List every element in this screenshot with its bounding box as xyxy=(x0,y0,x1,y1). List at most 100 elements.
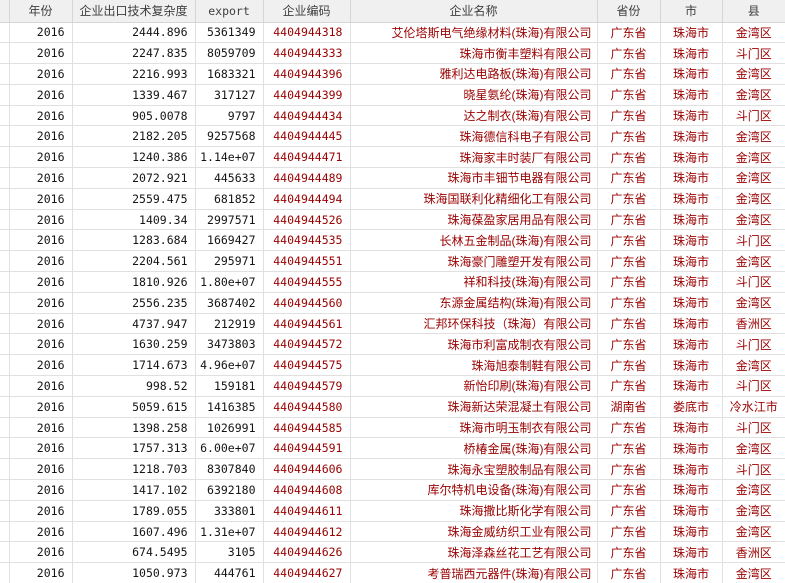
col-header-complexity[interactable]: 企业出口技术复杂度 xyxy=(71,0,196,23)
cell-year[interactable]: 2016 xyxy=(8,84,73,106)
cell-year[interactable]: 2016 xyxy=(8,229,73,252)
cell-year[interactable]: 2016 xyxy=(8,458,73,481)
cell-province[interactable]: 湖南省 xyxy=(596,396,661,418)
cell-name[interactable]: 珠海市明玉制衣有限公司 xyxy=(349,417,598,439)
cell-county[interactable]: 金湾区 xyxy=(721,167,785,189)
cell-year[interactable]: 2016 xyxy=(8,521,73,543)
cell-province[interactable]: 广东省 xyxy=(596,417,661,439)
cell-complexity[interactable]: 998.52 xyxy=(71,375,196,397)
cell-complexity[interactable]: 2444.896 xyxy=(71,22,196,44)
cell-name[interactable]: 东源金属结构(珠海)有限公司 xyxy=(349,292,598,314)
cell-year[interactable]: 2016 xyxy=(8,271,73,293)
cell-export[interactable]: 681852 xyxy=(194,188,264,210)
cell-name[interactable]: 珠海市丰钿节电器有限公司 xyxy=(349,167,598,189)
col-header-name[interactable]: 企业名称 xyxy=(349,0,598,23)
cell-complexity[interactable]: 5059.615 xyxy=(71,396,196,418)
cell-export[interactable]: 295971 xyxy=(194,250,264,273)
cell-city[interactable]: 珠海市 xyxy=(659,63,723,85)
cell-county[interactable]: 斗门区 xyxy=(721,333,785,356)
cell-complexity[interactable]: 1607.496 xyxy=(71,521,196,543)
cell-name[interactable]: 珠海葆盈家居用品有限公司 xyxy=(349,209,598,231)
cell-code[interactable]: 4404944434 xyxy=(262,105,351,127)
cell-code[interactable]: 4404944535 xyxy=(262,229,351,252)
cell-year[interactable]: 2016 xyxy=(8,125,73,148)
cell-county[interactable]: 金湾区 xyxy=(721,437,785,460)
cell-export[interactable]: 1.14e+07 xyxy=(194,146,264,169)
cell-city[interactable]: 珠海市 xyxy=(659,271,723,293)
cell-export[interactable]: 9257568 xyxy=(194,125,264,148)
cell-city[interactable]: 珠海市 xyxy=(659,84,723,106)
cell-code[interactable]: 4404944612 xyxy=(262,521,351,543)
cell-city[interactable]: 珠海市 xyxy=(659,541,723,564)
col-header-county[interactable]: 县 xyxy=(721,0,785,23)
cell-year[interactable]: 2016 xyxy=(8,500,73,522)
cell-county[interactable]: 金湾区 xyxy=(721,209,785,231)
cell-export[interactable]: 1.31e+07 xyxy=(194,521,264,543)
col-header-province[interactable]: 省份 xyxy=(596,0,661,23)
cell-name[interactable]: 长林五金制品(珠海)有限公司 xyxy=(349,229,598,252)
cell-export[interactable]: 3105 xyxy=(194,541,264,564)
col-header-export[interactable]: export xyxy=(194,0,264,23)
cell-city[interactable]: 珠海市 xyxy=(659,125,723,148)
cell-code[interactable]: 4404944611 xyxy=(262,500,351,522)
cell-province[interactable]: 广东省 xyxy=(596,271,661,293)
cell-year[interactable]: 2016 xyxy=(8,437,73,460)
cell-code[interactable]: 4404944396 xyxy=(262,63,351,85)
cell-year[interactable]: 2016 xyxy=(8,167,73,189)
cell-province[interactable]: 广东省 xyxy=(596,292,661,314)
cell-province[interactable]: 广东省 xyxy=(596,458,661,481)
cell-year[interactable]: 2016 xyxy=(8,313,73,335)
cell-complexity[interactable]: 1630.259 xyxy=(71,333,196,356)
cell-province[interactable]: 广东省 xyxy=(596,354,661,377)
cell-complexity[interactable]: 1757.313 xyxy=(71,437,196,460)
cell-export[interactable]: 333801 xyxy=(194,500,264,522)
cell-complexity[interactable]: 2182.205 xyxy=(71,125,196,148)
cell-export[interactable]: 444761 xyxy=(194,562,264,583)
cell-complexity[interactable]: 2247.835 xyxy=(71,42,196,65)
cell-city[interactable]: 珠海市 xyxy=(659,333,723,356)
cell-name[interactable]: 珠海家丰时装厂有限公司 xyxy=(349,146,598,169)
cell-code[interactable]: 4404944560 xyxy=(262,292,351,314)
cell-complexity[interactable]: 1810.926 xyxy=(71,271,196,293)
cell-city[interactable]: 珠海市 xyxy=(659,250,723,273)
cell-county[interactable]: 斗门区 xyxy=(721,42,785,65)
cell-year[interactable]: 2016 xyxy=(8,105,73,127)
cell-year[interactable]: 2016 xyxy=(8,396,73,418)
cell-name[interactable]: 珠海德信科电子有限公司 xyxy=(349,125,598,148)
cell-complexity[interactable]: 674.5495 xyxy=(71,541,196,564)
cell-name[interactable]: 雅利达电路板(珠海)有限公司 xyxy=(349,63,598,85)
cell-complexity[interactable]: 1218.703 xyxy=(71,458,196,481)
cell-code[interactable]: 4404944555 xyxy=(262,271,351,293)
cell-complexity[interactable]: 905.0078 xyxy=(71,105,196,127)
cell-city[interactable]: 珠海市 xyxy=(659,479,723,501)
cell-name[interactable]: 桥椿金属(珠海)有限公司 xyxy=(349,437,598,460)
cell-year[interactable]: 2016 xyxy=(8,146,73,169)
cell-complexity[interactable]: 1417.102 xyxy=(71,479,196,501)
cell-code[interactable]: 4404944572 xyxy=(262,333,351,356)
cell-name[interactable]: 新怡印刷(珠海)有限公司 xyxy=(349,375,598,397)
cell-county[interactable]: 斗门区 xyxy=(721,229,785,252)
cell-code[interactable]: 4404944585 xyxy=(262,417,351,439)
cell-year[interactable]: 2016 xyxy=(8,250,73,273)
cell-export[interactable]: 8307840 xyxy=(194,458,264,481)
col-header-code[interactable]: 企业编码 xyxy=(262,0,351,23)
cell-province[interactable]: 广东省 xyxy=(596,22,661,44)
cell-complexity[interactable]: 1714.673 xyxy=(71,354,196,377)
cell-year[interactable]: 2016 xyxy=(8,292,73,314)
cell-code[interactable]: 4404944333 xyxy=(262,42,351,65)
cell-city[interactable]: 珠海市 xyxy=(659,22,723,44)
cell-export[interactable]: 1026991 xyxy=(194,417,264,439)
cell-name[interactable]: 珠海泽森丝花工艺有限公司 xyxy=(349,541,598,564)
cell-city[interactable]: 珠海市 xyxy=(659,417,723,439)
col-header-year[interactable]: 年份 xyxy=(8,0,73,23)
cell-code[interactable]: 4404944489 xyxy=(262,167,351,189)
cell-year[interactable]: 2016 xyxy=(8,188,73,210)
cell-province[interactable]: 广东省 xyxy=(596,188,661,210)
cell-export[interactable]: 4.96e+07 xyxy=(194,354,264,377)
cell-export[interactable]: 212919 xyxy=(194,313,264,335)
cell-export[interactable]: 6.00e+07 xyxy=(194,437,264,460)
cell-province[interactable]: 广东省 xyxy=(596,167,661,189)
cell-province[interactable]: 广东省 xyxy=(596,521,661,543)
cell-export[interactable]: 5361349 xyxy=(194,22,264,44)
cell-export[interactable]: 3473803 xyxy=(194,333,264,356)
